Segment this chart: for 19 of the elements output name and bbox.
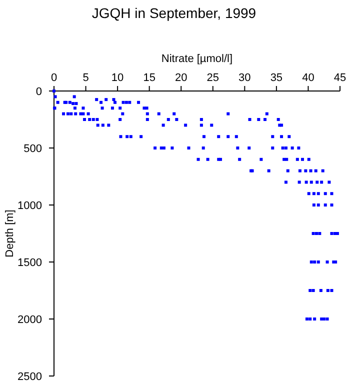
chart-title: JGQH in September, 1999 <box>92 5 256 21</box>
x-tick-label: 40 <box>302 72 314 84</box>
y-tick-label: 500 <box>24 143 42 155</box>
y-tick-label: 2500 <box>18 371 42 383</box>
x-tick-label: 20 <box>174 72 188 84</box>
x-tick-label: 25 <box>206 72 220 84</box>
y-tick-label: 0 <box>36 86 42 98</box>
y-tick-label: 2000 <box>18 314 42 326</box>
x-tick-label: 0 <box>50 72 58 84</box>
x-tick-label: 10 <box>111 72 124 84</box>
x-axis-title: Nitrate [µmol/l] <box>161 53 233 65</box>
y-axis-title: Depth [m] <box>4 210 16 258</box>
x-tick-label: 15 <box>143 72 156 84</box>
y-tick-label: 1000 <box>18 200 42 212</box>
y-tick-label: 1500 <box>18 257 42 269</box>
x-tick-label: 35 <box>270 72 283 84</box>
x-tick-label: 45 <box>334 72 346 84</box>
x-tick-label: 30 <box>238 72 251 84</box>
x-tick-label: 5 <box>82 72 89 84</box>
